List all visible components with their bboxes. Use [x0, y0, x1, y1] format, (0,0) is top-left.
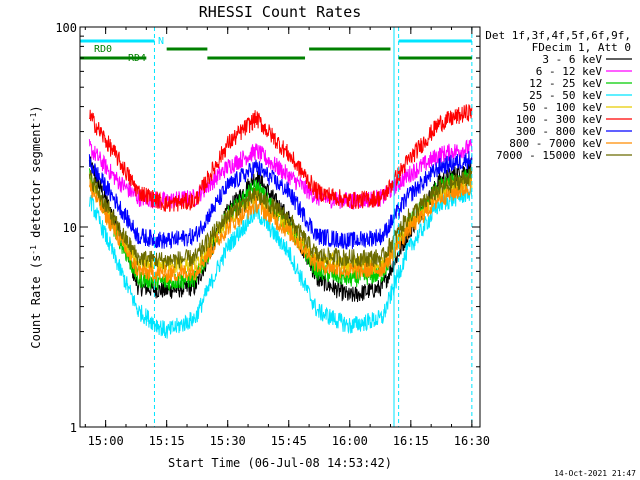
legend-label-9: 7000 - 15000 keV: [496, 149, 602, 162]
x-tick-label-4: 15:45: [271, 434, 307, 448]
legend-label-8: 800 - 7000 keV: [509, 137, 602, 150]
overlay-layer: N RD0 RD4: [80, 27, 473, 427]
x-tick-label-1: 15:00: [88, 434, 124, 448]
band-label-rd4: RD4: [128, 53, 146, 64]
x-axis-label: Start Time (06-Jul-08 14:53:42): [168, 456, 392, 470]
x-tick-label-3: 15:30: [210, 434, 246, 448]
series-line-7: [88, 151, 473, 250]
series-line-2: [88, 139, 473, 210]
legend-label-4: 25 - 50 keV: [529, 89, 602, 102]
timestamp: 14-Oct-2021 21:47: [554, 469, 636, 478]
series-line-6: [88, 104, 473, 213]
x-tick-label-5: 16:00: [332, 434, 368, 448]
y-axis-label-end: ): [29, 105, 43, 112]
legend-header-1: Det 1f,3f,4f,5f,6f,9f,: [485, 29, 631, 42]
y-axis-label: Count Rate (s-1 detector segment-1): [29, 105, 44, 348]
legend: Det 1f,3f,4f,5f,6f,9f, FDecim 1, Att 0 3…: [485, 29, 632, 162]
legend-label-2: 6 - 12 keV: [536, 65, 603, 78]
x-tick-label-7: 16:30: [454, 434, 490, 448]
legend-label-6: 100 - 300 keV: [516, 113, 602, 126]
legend-label-1: 3 - 6 keV: [542, 53, 602, 66]
series-layer: [88, 104, 473, 339]
legend-label-3: 12 - 25 keV: [529, 77, 602, 90]
y-axis-label-main: Count Rate (s: [29, 255, 43, 349]
y-axis-label-mid: detector segment: [29, 122, 43, 245]
band-label-n: N: [158, 36, 164, 47]
legend-label-5: 50 - 100 keV: [523, 101, 603, 114]
chart-title: RHESSI Count Rates: [199, 3, 362, 21]
y-tick-label-2: 10: [63, 221, 77, 235]
legend-header-2: FDecim 1, Att 0: [532, 41, 631, 54]
y-axis-label-sup2: -1: [29, 112, 38, 122]
y-tick-label-1: 1: [70, 421, 77, 435]
x-tick-label-6: 16:15: [393, 434, 429, 448]
x-tick-label-2: 15:15: [149, 434, 185, 448]
y-axis-label-sup1: -1: [29, 245, 38, 255]
series-line-9: [88, 167, 473, 270]
legend-label-7: 300 - 800 keV: [516, 125, 602, 138]
band-label-rd0: RD0: [94, 44, 112, 55]
series-line-4: [88, 183, 473, 339]
axes-layer: 15:00 15:15 15:30 15:45 16:00 16:15 16:30 1 10 10…: [55, 21, 490, 448]
series-line-8: [88, 179, 473, 283]
y-tick-label-3: 100: [55, 21, 77, 35]
